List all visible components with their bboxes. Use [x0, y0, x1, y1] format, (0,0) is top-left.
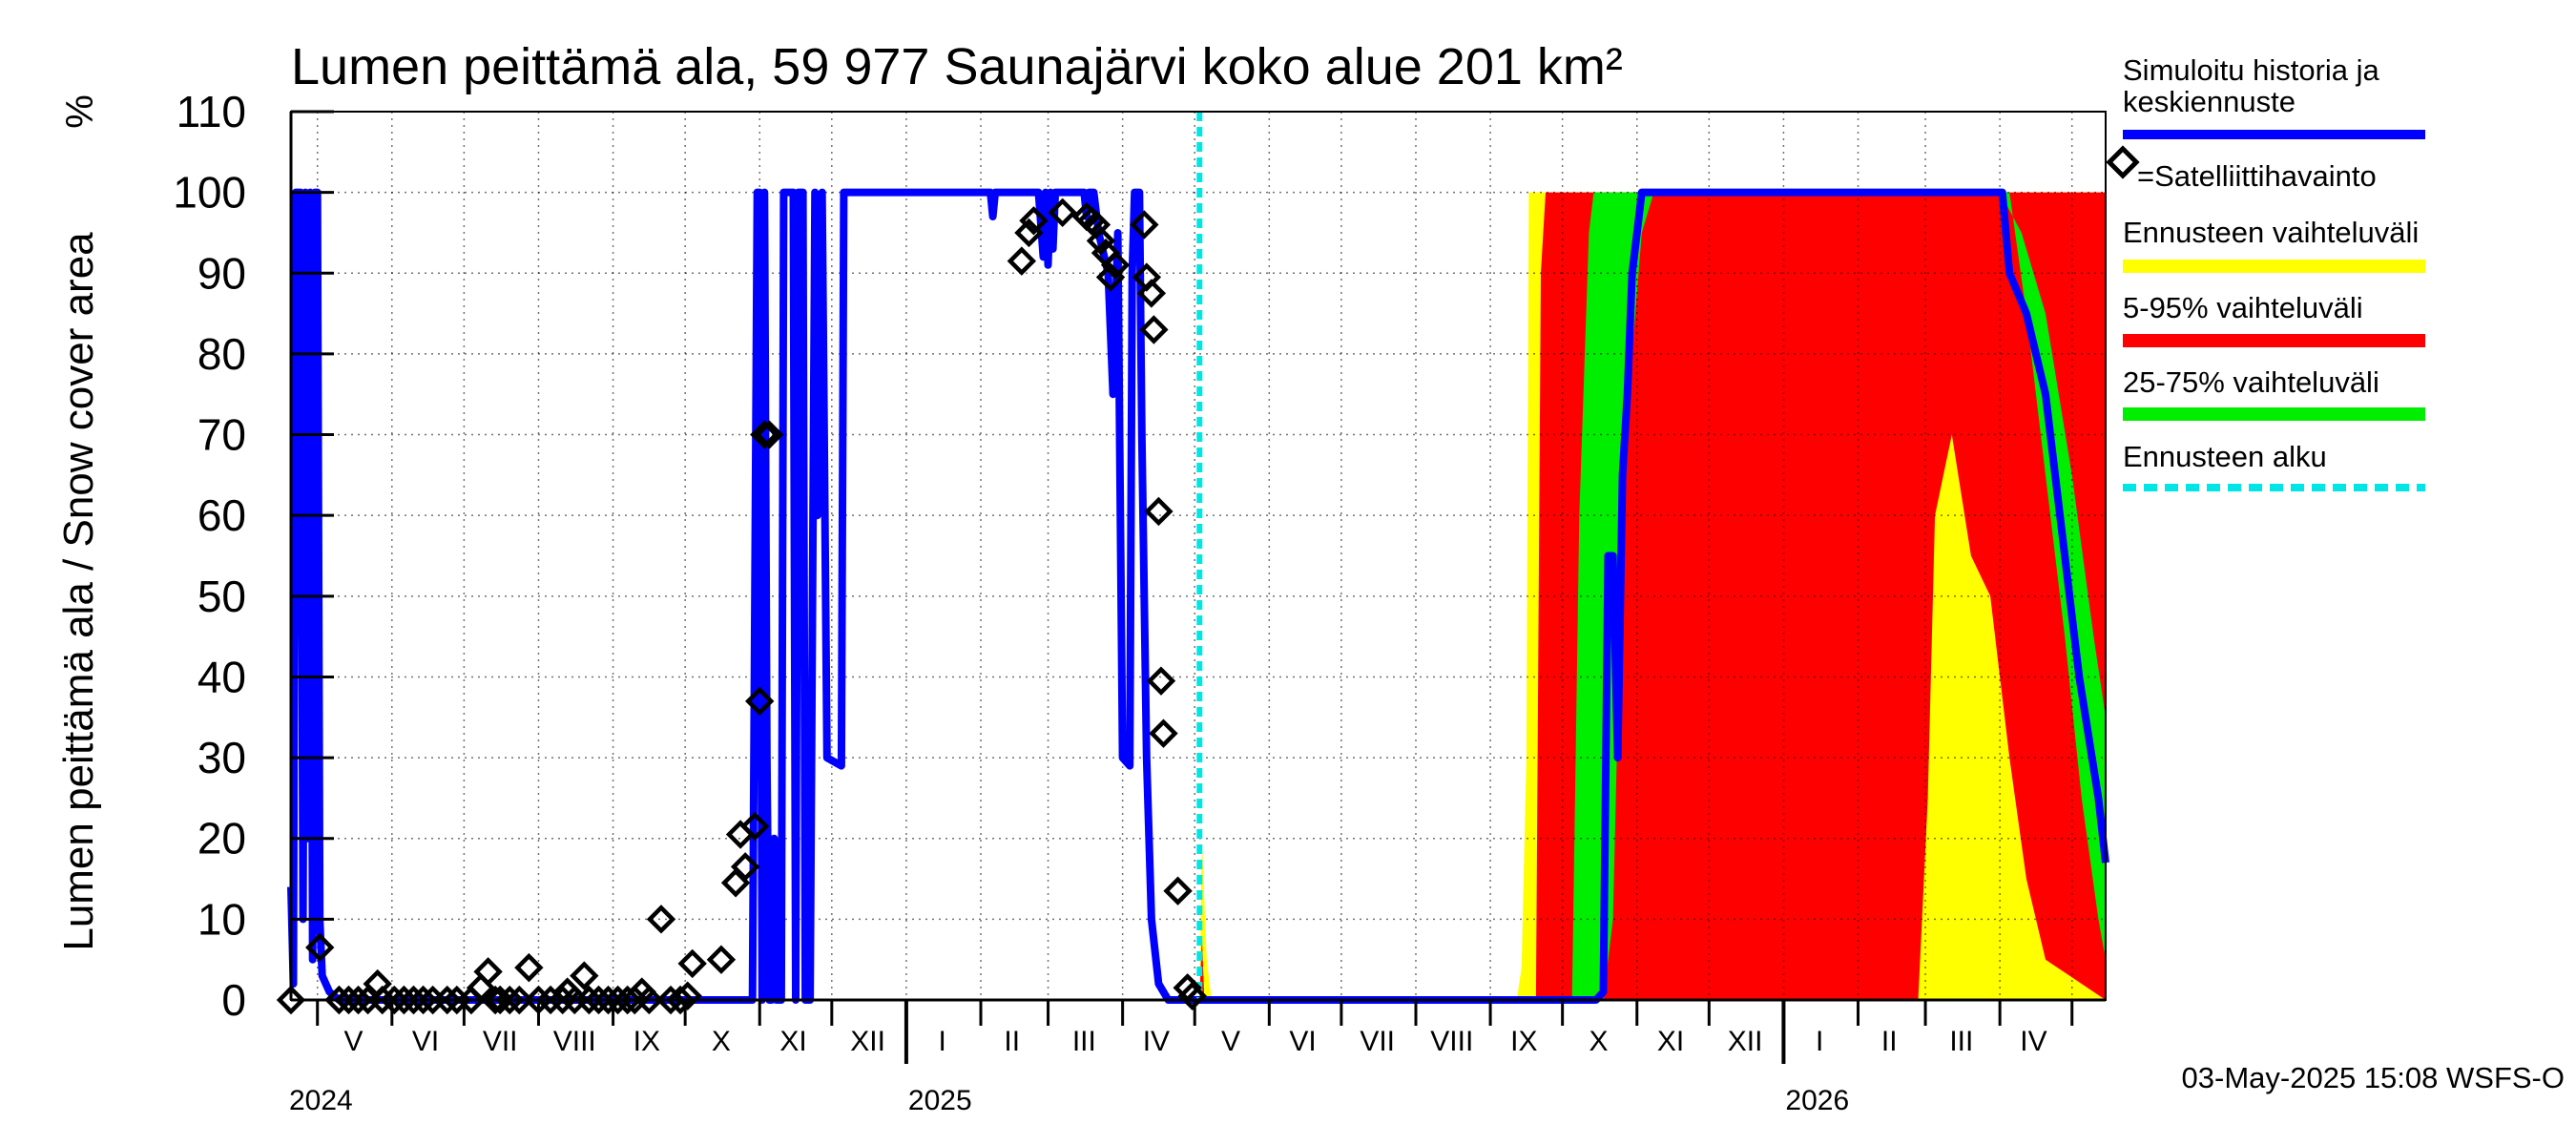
month-label: IX: [634, 1026, 660, 1057]
month-label: XII: [850, 1026, 885, 1057]
month-label: XII: [1728, 1026, 1763, 1057]
satellite-observation-point: [552, 977, 582, 1007]
y-axis-unit: %: [59, 94, 101, 129]
y-tick-label: 40: [197, 652, 246, 701]
month-label: VI: [412, 1026, 439, 1057]
y-tick-label: 0: [221, 975, 246, 1025]
y-tick-label: 70: [197, 410, 246, 460]
forecast-bands: [1199, 192, 2106, 1001]
satellite-observation-point: [1100, 250, 1131, 281]
satellite-observation-point: [744, 686, 775, 717]
satellite-observation-point: [276, 985, 306, 1015]
month-label: I: [939, 1026, 946, 1057]
chart-title: Lumen peittämä ala, 59 977 Saunajärvi ko…: [291, 38, 1623, 95]
month-label: VIII: [553, 1026, 596, 1057]
month-label: XI: [779, 1026, 806, 1057]
legend-simulated-label-line1: Simuloitu historia ja: [2123, 53, 2380, 87]
satellite-observation-point: [1086, 226, 1116, 256]
satellite-observation-point: [1149, 718, 1178, 748]
month-label: X: [712, 1026, 731, 1057]
satellite-observation-point: [1146, 666, 1176, 696]
satellite-observation-point: [673, 981, 702, 1010]
satellite-observation-point: [1007, 246, 1037, 276]
year-label: 2026: [1785, 1085, 1849, 1116]
band-p5-95: [1199, 192, 2106, 1001]
year-label: 2024: [289, 1085, 353, 1116]
satellite-observation-point: [1019, 206, 1049, 236]
satellite-observation-point: [1130, 210, 1159, 239]
satellite-observation-point: [1014, 218, 1044, 248]
satellite-observation-point: [755, 420, 784, 449]
month-label: XI: [1657, 1026, 1684, 1057]
satellite-observation-point: [646, 905, 676, 934]
month-label: VII: [483, 1026, 518, 1057]
month-label: VIII: [1430, 1026, 1473, 1057]
legend-simulated-label-line2: keskiennuste: [2123, 85, 2296, 118]
month-label: IV: [2020, 1026, 2046, 1057]
month-label: VII: [1360, 1026, 1395, 1057]
satellite-observation-point: [1144, 496, 1174, 527]
satellite-observation-point: [1163, 876, 1193, 906]
satellite-observation-point: [305, 932, 335, 963]
legend-satellite-marker: [2106, 145, 2140, 179]
satellite-observation-point: [739, 811, 770, 842]
month-label: V: [1221, 1026, 1240, 1057]
month-label: V: [343, 1026, 363, 1057]
month-label: II: [1004, 1026, 1020, 1057]
satellite-observation-point: [750, 420, 779, 449]
satellite-observation-point: [677, 948, 707, 979]
y-tick-label: 110: [177, 87, 246, 136]
month-label: X: [1589, 1026, 1608, 1057]
y-tick-label: 90: [197, 248, 246, 298]
satellite-observation-point: [627, 977, 656, 1007]
legend: Simuloitu historia ja keskiennuste =Sate…: [2106, 53, 2425, 491]
satellite-observation-point: [1095, 262, 1126, 292]
satellite-observation-point: [505, 985, 534, 1015]
legend-range-label: Ennusteen vaihteluväli: [2123, 216, 2419, 249]
satellite-observations: [276, 198, 1207, 1015]
footer-timestamp: 03-May-2025 15:08 WSFS-O: [2182, 1061, 2565, 1094]
month-label: VI: [1289, 1026, 1316, 1057]
y-tick-label: 50: [197, 572, 246, 621]
month-label: III: [1072, 1026, 1096, 1057]
month-label: IX: [1510, 1026, 1537, 1057]
satellite-observation-point: [514, 952, 544, 983]
legend-p2575-label: 25-75% vaihteluväli: [2123, 365, 2379, 399]
y-tick-label: 100: [173, 168, 246, 218]
legend-p595-label: 5-95% vaihteluväli: [2123, 291, 2363, 324]
y-tick-label: 10: [197, 894, 246, 944]
month-label: III: [1949, 1026, 1973, 1057]
satellite-observation-point: [1177, 981, 1207, 1010]
month-label: I: [1816, 1026, 1823, 1057]
y-tick-label: 60: [197, 490, 246, 540]
month-label: II: [1881, 1026, 1898, 1057]
year-label: 2025: [908, 1085, 972, 1116]
satellite-observation-point: [730, 852, 760, 882]
legend-forecast-start-label: Ennusteen alku: [2123, 440, 2327, 473]
month-label: IV: [1143, 1026, 1170, 1057]
y-tick-label: 20: [197, 814, 246, 864]
satellite-observation-point: [570, 961, 599, 990]
y-tick-label: 30: [197, 733, 246, 782]
satellite-observation-point: [634, 985, 664, 1015]
satellite-observation-point: [1139, 315, 1169, 344]
satellite-observation-point: [706, 945, 737, 974]
legend-satellite-label: =Satelliittihavainto: [2137, 159, 2377, 193]
y-tick-label: 80: [197, 329, 246, 379]
satellite-observation-point: [1136, 279, 1167, 308]
satellite-observation-point: [473, 957, 503, 987]
satellite-observation-point: [1048, 198, 1077, 227]
y-axis-label: Lumen peittämä ala / Snow cover area: [55, 232, 102, 951]
